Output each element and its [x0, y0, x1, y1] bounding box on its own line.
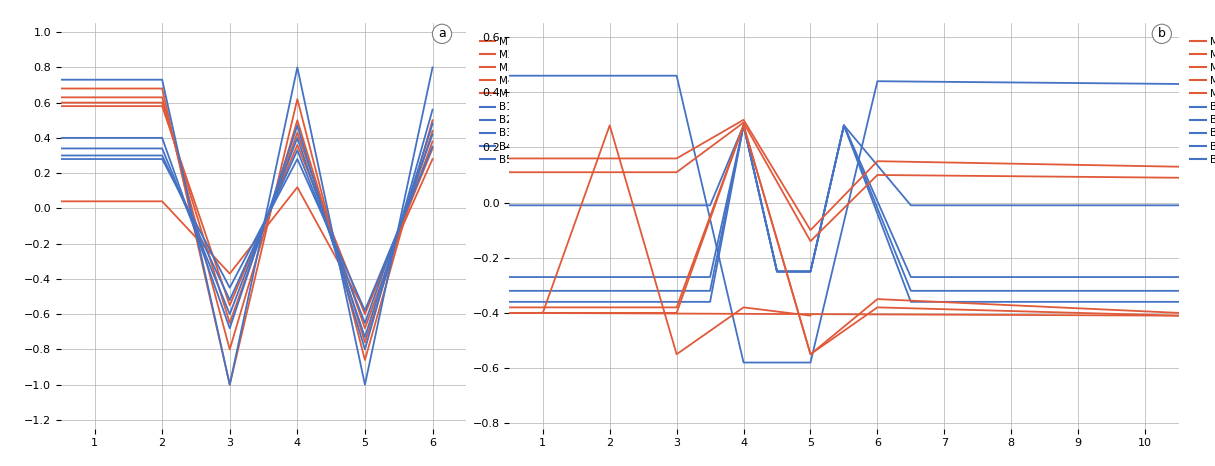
Legend: M1, M2, M3, M4, M5, B1, B2, B3, B4, B5: M1, M2, M3, M4, M5, B1, B2, B3, B4, B5 — [1191, 37, 1215, 165]
Text: a: a — [439, 27, 446, 41]
Legend: M1, M2, M3, M4, M5, B1, B2, B3, B4, B5: M1, M2, M3, M4, M5, B1, B2, B3, B4, B5 — [480, 37, 515, 165]
Text: b: b — [1158, 27, 1165, 41]
